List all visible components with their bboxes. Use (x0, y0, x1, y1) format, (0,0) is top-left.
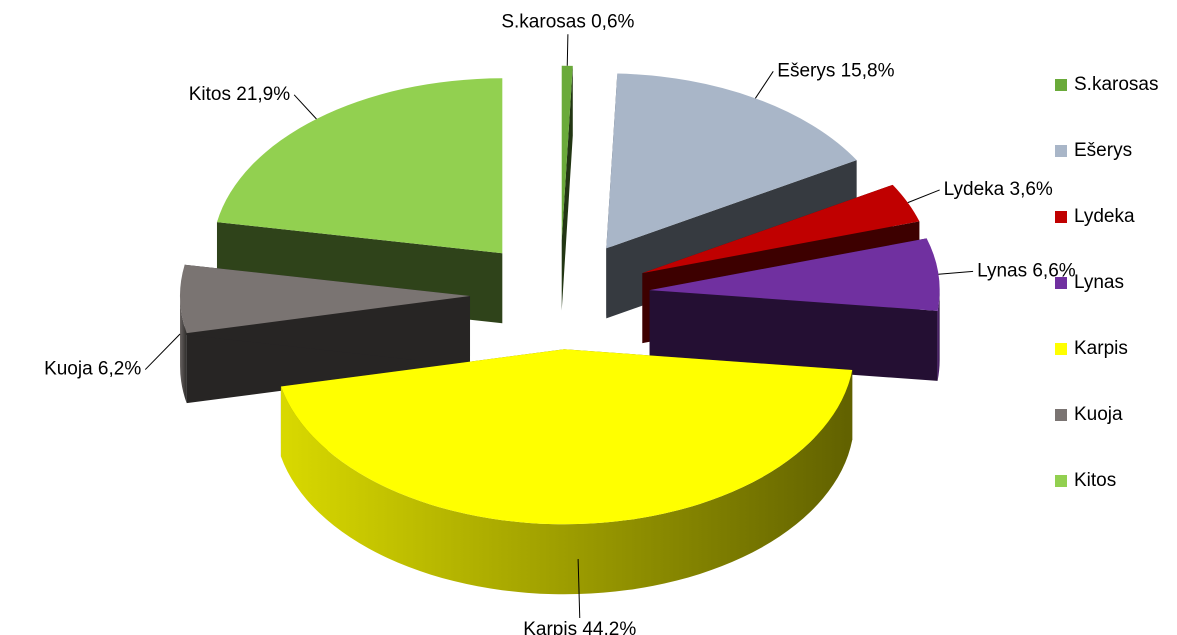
slice (280, 349, 853, 595)
legend-label: Ešerys (1074, 140, 1132, 161)
slice-cut-face (561, 65, 573, 311)
legend-swatch (1055, 277, 1067, 289)
data-label: S.karosas 0,6% (501, 11, 634, 32)
slice-top (216, 78, 503, 254)
legend-label: S.karosas (1074, 74, 1158, 95)
data-label: Ešerys 15,8% (777, 60, 894, 81)
slice-wall (280, 370, 853, 595)
slice (649, 238, 940, 381)
leader-line (754, 71, 774, 99)
leader-line (293, 94, 317, 120)
legend-label: Kuoja (1074, 404, 1123, 425)
data-label: Karpis 44,2% (523, 619, 636, 635)
legend-label: Kitos (1074, 470, 1116, 491)
data-label: Kitos 21,9% (189, 84, 290, 105)
slice (180, 264, 471, 404)
leader-line (144, 333, 181, 370)
legend-swatch (1055, 409, 1067, 421)
data-label: Lydeka 3,6% (944, 179, 1053, 200)
slice-top (606, 73, 857, 249)
slice-wall (180, 295, 187, 404)
legend-swatch (1055, 145, 1067, 157)
legend-swatch (1055, 79, 1067, 91)
data-label: Lynas 6,6% (977, 260, 1076, 281)
slice-top (561, 65, 573, 241)
slice (561, 65, 573, 311)
data-label: Kuoja 6,2% (44, 359, 141, 380)
legend-label: Lynas (1074, 272, 1124, 293)
leader-line (577, 559, 581, 619)
legend-label: Karpis (1074, 338, 1128, 359)
slice-wall (937, 290, 940, 381)
legend-label: Lydeka (1074, 206, 1135, 227)
leader-line (566, 34, 569, 66)
slice-top (180, 264, 471, 334)
slice-top (649, 238, 940, 311)
legend-swatch (1055, 343, 1067, 355)
slice-top (280, 349, 853, 525)
legend-swatch (1055, 211, 1067, 223)
slice-top (642, 184, 920, 274)
legend-swatch (1055, 475, 1067, 487)
leader-line (938, 270, 974, 275)
leader-line (907, 189, 940, 204)
slice-cut-face (649, 290, 938, 381)
